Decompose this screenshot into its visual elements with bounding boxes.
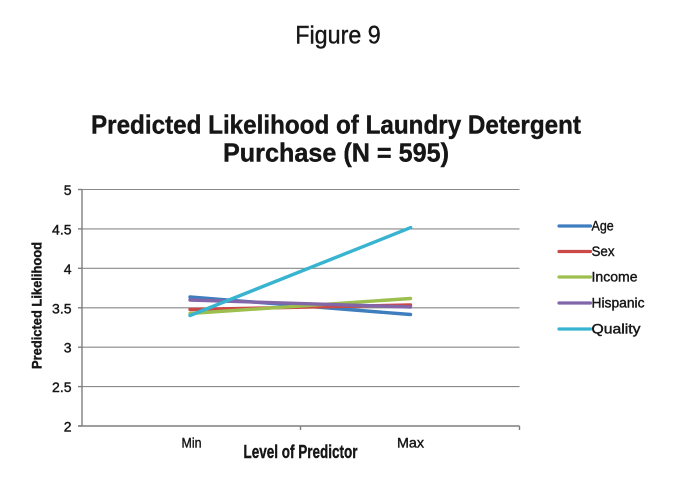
- svg-text:4: 4: [64, 261, 72, 277]
- svg-text:Purchase (N = 595): Purchase (N = 595): [223, 138, 449, 168]
- svg-text:Predicted Likelihood of Laundr: Predicted Likelihood of Laundry Detergen…: [91, 109, 581, 139]
- svg-text:Quality: Quality: [592, 321, 641, 337]
- svg-text:3: 3: [64, 340, 72, 356]
- svg-text:Sex: Sex: [592, 243, 615, 259]
- svg-text:5: 5: [64, 182, 72, 198]
- svg-text:Level of Predictor: Level of Predictor: [244, 442, 358, 462]
- svg-text:4.5: 4.5: [52, 221, 72, 237]
- svg-text:Min: Min: [182, 435, 202, 451]
- svg-text:Max: Max: [397, 435, 424, 451]
- svg-text:Figure 9: Figure 9: [295, 21, 381, 49]
- svg-text:Age: Age: [592, 218, 614, 234]
- svg-text:Income: Income: [592, 269, 638, 285]
- svg-text:3.5: 3.5: [52, 300, 72, 316]
- svg-text:Hispanic: Hispanic: [592, 295, 645, 311]
- svg-text:Predicted Likelihood: Predicted Likelihood: [30, 242, 45, 369]
- svg-text:2: 2: [64, 419, 72, 435]
- svg-text:2.5: 2.5: [52, 379, 72, 395]
